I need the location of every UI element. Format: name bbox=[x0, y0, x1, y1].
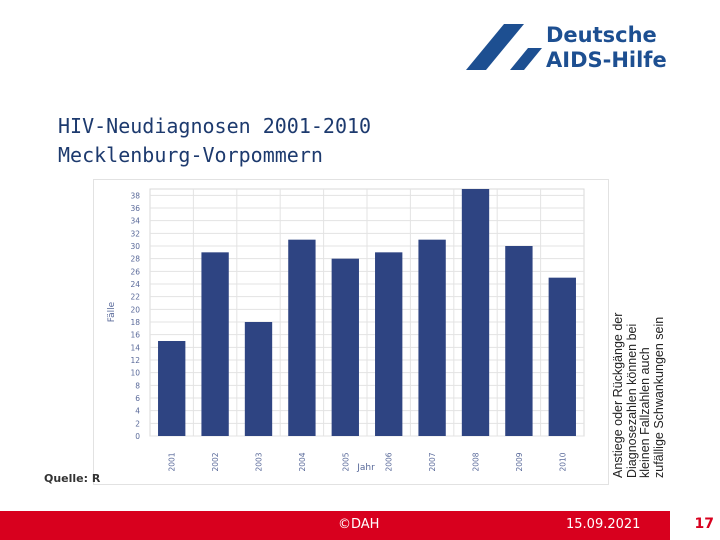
bar-2003 bbox=[244, 322, 273, 436]
y-tick-label: 18 bbox=[130, 318, 140, 327]
source-label: Quelle: R bbox=[44, 472, 101, 485]
x-tick-labels: 2001 2002 2003 2004 2005 2006 2007 2008 2009 2010 bbox=[168, 452, 568, 471]
x-tick-label: 2005 bbox=[341, 452, 350, 471]
bar-2009 bbox=[505, 246, 533, 436]
y-tick-label: 34 bbox=[130, 217, 140, 226]
x-tick-label: 2010 bbox=[558, 452, 567, 471]
bar-2004 bbox=[288, 239, 316, 436]
y-axis-label: Fälle bbox=[107, 301, 117, 322]
y-tick-label: 8 bbox=[135, 381, 140, 390]
x-tick-label: 2007 bbox=[428, 452, 437, 471]
logo-text-deutsche: Deutsche bbox=[546, 23, 657, 47]
chart-container: 0 2 4 6 8 10 12 14 16 18 20 22 24 26 28 30 32 34 36 38 2001… bbox=[94, 180, 608, 484]
y-tick-label: 12 bbox=[130, 356, 140, 365]
y-tick-label: 2 bbox=[135, 419, 140, 428]
side-note-line: Anstiege oder Rückgänge der bbox=[611, 312, 625, 478]
x-tick-label: 2003 bbox=[255, 452, 264, 471]
y-tick-label: 20 bbox=[130, 305, 140, 314]
side-note-line: zufällige Schwankungen sein bbox=[651, 316, 666, 478]
y-tick-label: 36 bbox=[130, 204, 140, 213]
y-tick-label: 26 bbox=[130, 267, 140, 276]
slide-title: HIV-Neudiagnosen 2001-2010 Mecklenburg-V… bbox=[58, 112, 498, 170]
bar-2005 bbox=[331, 258, 359, 436]
slide-title-line2: Mecklenburg-Vorpommern bbox=[58, 143, 323, 167]
y-tick-label: 22 bbox=[130, 293, 140, 302]
y-tick-label: 0 bbox=[135, 432, 140, 441]
y-tick-label: 10 bbox=[130, 369, 140, 378]
x-tick-label: 2006 bbox=[385, 452, 394, 471]
logo-text-aids-hilfe: AIDS-Hilfe bbox=[546, 48, 667, 72]
y-tick-label: 28 bbox=[130, 255, 140, 264]
side-note-line: kleinen Fallzahlen auch bbox=[638, 347, 652, 478]
x-tick-label: 2002 bbox=[211, 452, 220, 471]
y-tick-label: 6 bbox=[135, 394, 140, 403]
bar-2007 bbox=[418, 239, 446, 436]
y-tick-label: 32 bbox=[130, 229, 140, 238]
y-tick-label: 16 bbox=[130, 331, 140, 340]
bar-2008 bbox=[461, 189, 490, 436]
side-note: Anstiege oder Rückgänge der Diagnosezahl… bbox=[611, 182, 682, 478]
footer: ©DAH 15.09.2021 17 bbox=[0, 511, 720, 540]
bars bbox=[158, 189, 576, 436]
footer-bar: ©DAH 15.09.2021 bbox=[0, 511, 670, 540]
x-axis-label: Jahr bbox=[356, 463, 375, 473]
bar-2006 bbox=[375, 252, 403, 436]
logo: Deutsche AIDS-Hilfe bbox=[466, 22, 676, 72]
bar-2002 bbox=[201, 252, 229, 436]
x-tick-label: 2004 bbox=[298, 452, 307, 471]
slide-title-line1: HIV-Neudiagnosen 2001-2010 bbox=[58, 114, 372, 138]
footer-copyright: ©DAH bbox=[338, 517, 380, 532]
y-tick-label: 24 bbox=[130, 280, 140, 289]
logo-mark-icon bbox=[466, 24, 542, 70]
side-note-line: Diagnosezahlen können bei bbox=[624, 323, 639, 478]
x-tick-label: 2001 bbox=[168, 452, 177, 471]
footer-date: 15.09.2021 bbox=[566, 517, 641, 532]
y-tick-label: 30 bbox=[130, 242, 140, 251]
bar-2010 bbox=[548, 277, 576, 436]
x-tick-label: 2008 bbox=[472, 452, 481, 471]
bar-2001 bbox=[158, 341, 186, 436]
y-tick-label: 4 bbox=[135, 407, 140, 416]
y-tick-label: 14 bbox=[130, 343, 140, 352]
x-tick-label: 2009 bbox=[515, 452, 524, 471]
y-tick-label: 38 bbox=[130, 191, 140, 200]
page-number: 17 bbox=[694, 516, 714, 532]
